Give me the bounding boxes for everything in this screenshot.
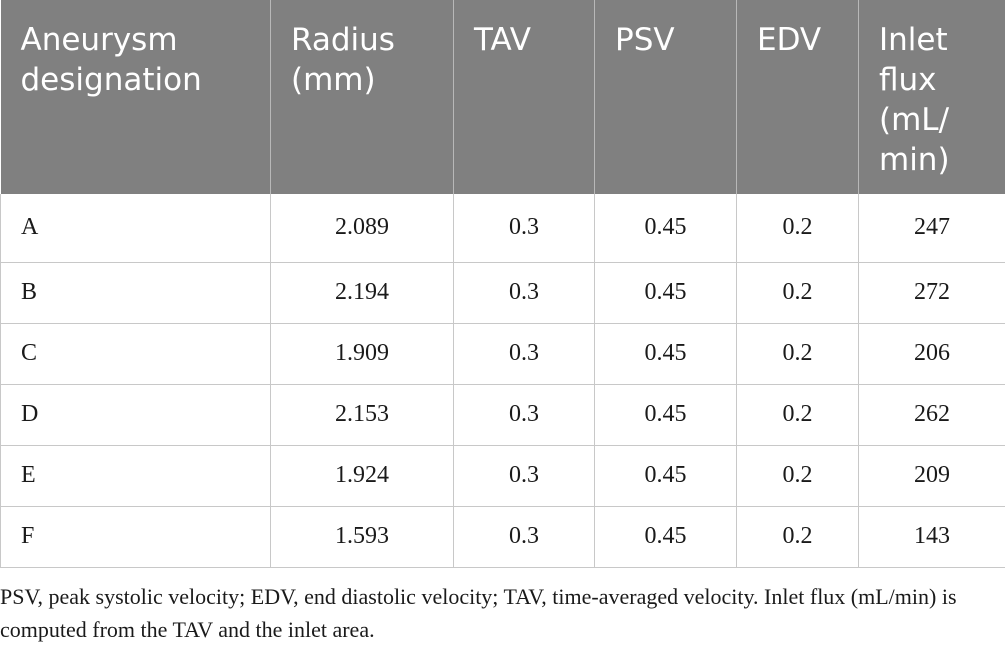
cell-edv: 0.2 [736, 506, 859, 568]
header-psv: PSV [594, 0, 737, 194]
cell-psv: 0.45 [594, 445, 737, 507]
table-row: E 1.924 0.3 0.45 0.2 209 [0, 445, 1005, 507]
cell-inlet-flux: 209 [858, 445, 1005, 507]
cell-radius: 2.194 [270, 262, 454, 324]
cell-psv: 0.45 [594, 384, 737, 446]
header-tav: TAV [453, 0, 595, 194]
header-radius: Radius (mm) [270, 0, 454, 194]
cell-radius: 2.089 [270, 194, 454, 263]
cell-inlet-flux: 262 [858, 384, 1005, 446]
cell-designation: B [0, 262, 271, 324]
cell-edv: 0.2 [736, 323, 859, 385]
table-row: D 2.153 0.3 0.45 0.2 262 [0, 384, 1005, 446]
cell-inlet-flux: 247 [858, 194, 1005, 263]
table-row: C 1.909 0.3 0.45 0.2 206 [0, 323, 1005, 385]
cell-inlet-flux: 143 [858, 506, 1005, 568]
cell-radius: 1.909 [270, 323, 454, 385]
cell-tav: 0.3 [453, 323, 595, 385]
cell-psv: 0.45 [594, 262, 737, 324]
cell-designation: A [0, 194, 271, 263]
cell-psv: 0.45 [594, 194, 737, 263]
cell-tav: 0.3 [453, 506, 595, 568]
table-body: A 2.089 0.3 0.45 0.2 247 B 2.194 0.3 0.4… [0, 194, 1005, 568]
cell-inlet-flux: 206 [858, 323, 1005, 385]
table-row: A 2.089 0.3 0.45 0.2 247 [0, 194, 1005, 263]
header-edv: EDV [736, 0, 859, 194]
cell-radius: 1.924 [270, 445, 454, 507]
header-aneurysm-designation: Aneurysm designation [0, 0, 271, 194]
table-row: B 2.194 0.3 0.45 0.2 272 [0, 262, 1005, 324]
data-table-container: Aneurysm designation Radius (mm) TAV PSV… [0, 0, 1005, 568]
header-row: Aneurysm designation Radius (mm) TAV PSV… [0, 0, 1005, 194]
cell-tav: 0.3 [453, 194, 595, 263]
cell-edv: 0.2 [736, 384, 859, 446]
cell-psv: 0.45 [594, 506, 737, 568]
header-inlet-flux: Inlet flux (mL/ min) [858, 0, 1005, 194]
cell-radius: 2.153 [270, 384, 454, 446]
cell-designation: F [0, 506, 271, 568]
cell-edv: 0.2 [736, 445, 859, 507]
cell-edv: 0.2 [736, 262, 859, 324]
table-row: F 1.593 0.3 0.45 0.2 143 [0, 506, 1005, 568]
cell-designation: D [0, 384, 271, 446]
cell-inlet-flux: 272 [858, 262, 1005, 324]
cell-tav: 0.3 [453, 384, 595, 446]
table-footnote: PSV, peak systolic velocity; EDV, end di… [0, 584, 957, 642]
cell-edv: 0.2 [736, 194, 859, 263]
cell-designation: C [0, 323, 271, 385]
cell-tav: 0.3 [453, 445, 595, 507]
cell-designation: E [0, 445, 271, 507]
cell-radius: 1.593 [270, 506, 454, 568]
table-header: Aneurysm designation Radius (mm) TAV PSV… [0, 0, 1005, 194]
cell-psv: 0.45 [594, 323, 737, 385]
cell-tav: 0.3 [453, 262, 595, 324]
aneurysm-parameters-table: Aneurysm designation Radius (mm) TAV PSV… [0, 0, 1005, 568]
